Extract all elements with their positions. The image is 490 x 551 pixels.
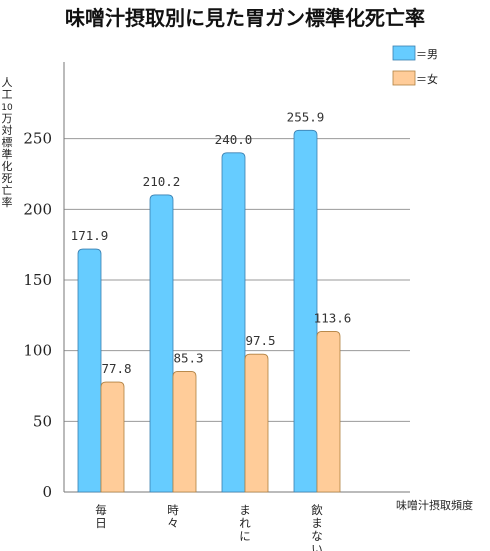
category-label: 飲まない xyxy=(311,503,323,551)
y-tick-labels: 0 50 100 150 200 250 xyxy=(23,130,52,501)
bar-male-0 xyxy=(77,248,102,493)
bar-female-3 xyxy=(316,331,341,493)
value-label: 97.5 xyxy=(245,333,275,348)
y-tick-label: 200 xyxy=(23,200,52,218)
value-label: 255.9 xyxy=(287,109,325,124)
category-label: 毎日 xyxy=(95,503,107,530)
legend-swatch xyxy=(392,45,416,61)
legend-swatch xyxy=(392,70,416,86)
chart-title: 味噌汁摂取別に見た胃ガン標準化死亡率 xyxy=(65,6,425,30)
y-tick-label: 100 xyxy=(23,342,52,360)
bar-male-3 xyxy=(293,129,318,493)
value-label: 240.0 xyxy=(215,132,253,147)
y-axis-label: 人工 10 万対標準化死亡率 xyxy=(1,76,13,209)
bar-female-0 xyxy=(100,381,125,493)
bar-female-1 xyxy=(172,371,197,493)
category-label: まれに xyxy=(239,503,251,543)
y-tick-label: 150 xyxy=(23,271,52,289)
category-labels: 毎日 時々 まれに 飲まない xyxy=(95,503,323,551)
value-labels: 171.9 77.8 210.2 85.3 240.0 97.5 255.9 113.6 xyxy=(71,109,352,376)
legend: ＝男 ＝女 xyxy=(392,45,438,86)
legend-label: ＝女 xyxy=(416,72,438,86)
value-label: 113.6 xyxy=(314,310,352,325)
y-tick-label: 50 xyxy=(33,412,52,430)
bar-female-2 xyxy=(244,353,269,493)
value-label: 171.9 xyxy=(71,228,109,243)
bar-male-2 xyxy=(221,152,246,493)
bars xyxy=(77,129,341,493)
value-label: 85.3 xyxy=(173,350,203,365)
y-axis-label-text: 人工 10 万対標準化死亡率 xyxy=(1,76,13,209)
value-label: 210.2 xyxy=(143,174,181,189)
bar-male-1 xyxy=(149,194,174,493)
category-label: 時々 xyxy=(167,503,179,530)
legend-label: ＝男 xyxy=(416,48,438,61)
y-tick-label: 250 xyxy=(23,130,52,148)
value-label: 77.8 xyxy=(101,361,131,376)
x-axis-label: 味噌汁摂取頻度 xyxy=(396,498,473,512)
y-tick-label: 0 xyxy=(42,483,52,501)
